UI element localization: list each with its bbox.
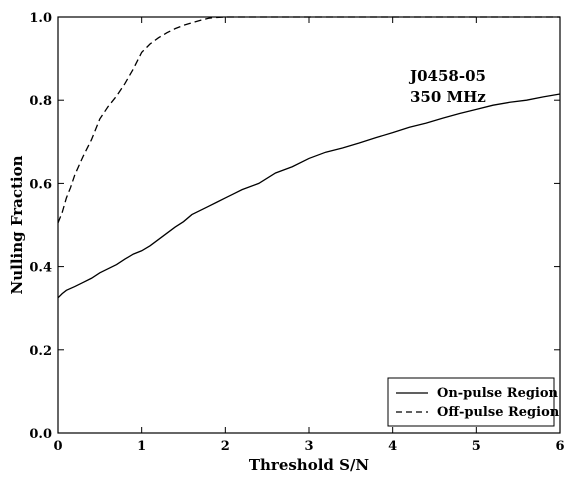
- y-tick-label: 0.4: [29, 261, 52, 276]
- x-tick-label: 5: [472, 439, 481, 454]
- series-line-off-pulse: [57, 16, 560, 224]
- y-tick-label: 0.6: [29, 177, 52, 192]
- y-axis-label: Nulling Fraction: [8, 155, 26, 294]
- y-tick-label: 0.2: [29, 344, 52, 359]
- legend-label-on-pulse: On-pulse Region: [437, 386, 559, 401]
- y-tick-label: 0.8: [29, 94, 52, 109]
- legend-box: [387, 377, 555, 427]
- x-tick-label: 1: [137, 439, 146, 454]
- annotation-pulsar-name: J0458-05: [408, 67, 486, 85]
- x-tick-label: 0: [53, 439, 62, 454]
- annotation-frequency: 350 MHz: [410, 88, 486, 106]
- x-tick-label: 4: [388, 439, 397, 454]
- x-axis-label: Threshold S/N: [249, 456, 370, 474]
- axis-ticks: 0 1 2 3 4 5 6 0.0 0.2 0.4 0.6 0.8 1.0: [29, 11, 564, 454]
- legend: On-pulse Region Off-pulse Region: [387, 377, 560, 427]
- y-tick-label: 1.0: [29, 11, 52, 26]
- legend-label-off-pulse: Off-pulse Region: [437, 405, 560, 420]
- y-tick-label: 0.0: [29, 427, 52, 442]
- plot-series: [57, 16, 561, 299]
- series-line-on-pulse: [57, 93, 561, 299]
- x-tick-label: 2: [221, 439, 230, 454]
- x-tick-label: 3: [304, 439, 313, 454]
- x-tick-label: 6: [555, 439, 564, 454]
